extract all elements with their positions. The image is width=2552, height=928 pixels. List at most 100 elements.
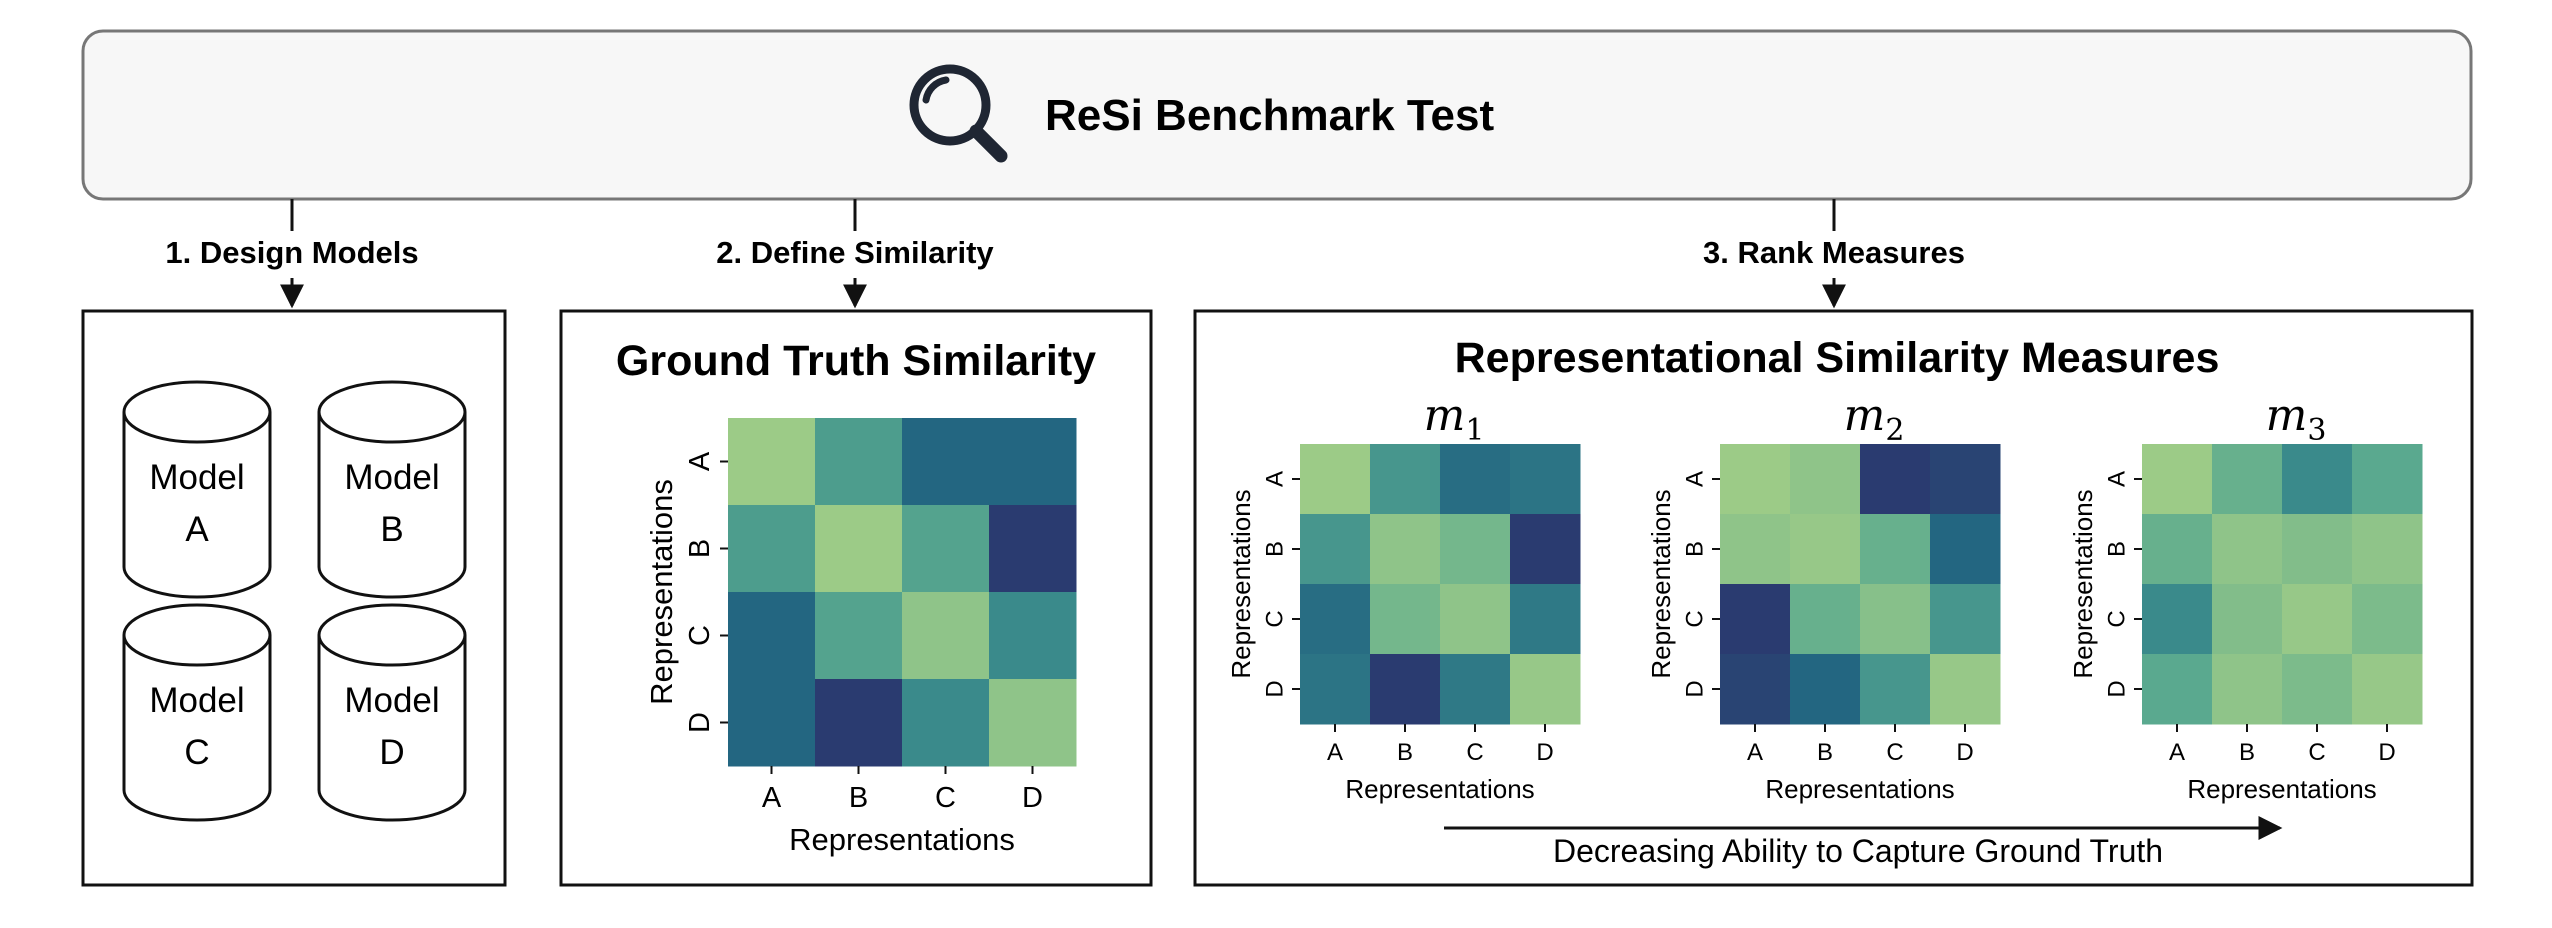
heatmap-cell — [2142, 444, 2213, 515]
y-tick-label: A — [2103, 471, 2130, 487]
y-tick-label: C — [2103, 610, 2130, 627]
heatmap-cell — [1510, 584, 1581, 655]
y-axis-label: Representations — [2068, 489, 2098, 678]
y-tick-label: A — [1261, 471, 1288, 487]
heatmap-cell — [2352, 444, 2423, 515]
y-tick-label: C — [1261, 610, 1288, 627]
x-tick-label: B — [1817, 739, 1833, 766]
heatmap-cell — [2282, 514, 2353, 585]
model-cylinder: Model D — [317, 603, 467, 822]
model-label-line1: Model — [344, 681, 439, 720]
heatmap-cell — [1790, 584, 1861, 655]
x-tick-label: D — [2378, 739, 2395, 766]
y-tick-label: C — [1681, 610, 1708, 627]
x-tick-label: A — [1747, 739, 1763, 766]
x-tick-label: C — [935, 782, 956, 814]
y-tick-label: A — [1681, 471, 1708, 487]
heatmap-cell — [1790, 444, 1861, 515]
heatmap-cell — [2282, 654, 2353, 725]
model-label-line2: A — [185, 510, 209, 549]
measure-title: m1 — [1424, 390, 1485, 448]
heatmap-cell — [1720, 584, 1791, 655]
heatmap-cell — [815, 418, 903, 506]
y-axis-label: Representations — [1226, 489, 1256, 678]
heatmap-cell — [902, 592, 990, 680]
heatmap-cell — [1860, 444, 1931, 515]
y-tick-label: B — [2103, 541, 2130, 557]
heatmap-cell — [2212, 514, 2283, 585]
model-cylinder: Model B — [317, 380, 467, 599]
magnifier-icon — [909, 64, 1008, 163]
heatmap-cell — [1720, 444, 1791, 515]
heatmap-cell — [2282, 444, 2353, 515]
measure-title: m3 — [2266, 390, 2327, 448]
heatmap-cell — [1440, 654, 1511, 725]
model-cylinder: Model A — [122, 380, 272, 599]
heatmap-cell — [2142, 584, 2213, 655]
model-label-line1: Model — [344, 458, 439, 497]
model-label-line2: C — [184, 733, 209, 772]
measures-panel-title: Representational Similarity Measures — [1455, 334, 2220, 382]
heatmap-cell — [1720, 654, 1791, 725]
heatmap-cell — [728, 679, 816, 767]
x-tick-label: C — [1886, 739, 1903, 766]
heatmap-cell — [989, 592, 1077, 680]
y-tick-label: B — [684, 539, 716, 558]
y-tick-label: D — [1681, 680, 1708, 697]
decreasing-ability-caption: Decreasing Ability to Capture Ground Tru… — [1553, 833, 2163, 869]
heatmap-cell — [1440, 584, 1511, 655]
heatmap-cell — [1370, 654, 1441, 725]
heatmap-cell — [902, 505, 990, 593]
heatmap-cell — [902, 418, 990, 506]
heatmap-cell — [1790, 654, 1861, 725]
model-cylinder: Model C — [122, 603, 272, 822]
heatmap-cell — [1370, 584, 1441, 655]
model-label-line1: Model — [149, 458, 244, 497]
measure-title: m2 — [1844, 390, 1905, 448]
heatmap-cell — [1440, 444, 1511, 515]
heatmap-cell — [2142, 654, 2213, 725]
heatmap-cell — [1860, 584, 1931, 655]
y-tick-label: C — [684, 625, 716, 646]
heatmap-cell — [2282, 584, 2353, 655]
x-axis-label: Representations — [1765, 774, 1954, 804]
heatmap-cell — [1860, 514, 1931, 585]
model-label-line1: Model — [149, 681, 244, 720]
x-tick-label: C — [2308, 739, 2325, 766]
y-axis-label: Representations — [1646, 489, 1676, 678]
heatmap-cell — [815, 679, 903, 767]
x-axis-label: Representations — [1345, 774, 1534, 804]
heatmap-cell — [1440, 514, 1511, 585]
heatmap-cell — [902, 679, 990, 767]
heatmap-cell — [1930, 514, 2001, 585]
heatmap-cell — [1300, 444, 1371, 515]
x-tick-label: D — [1022, 782, 1043, 814]
heatmap-cell — [2212, 444, 2283, 515]
x-axis-label: Representations — [2187, 774, 2376, 804]
heatmap-cell — [728, 592, 816, 680]
x-axis-label: Representations — [789, 822, 1015, 857]
x-tick-label: A — [762, 782, 782, 814]
heatmap-cell — [1930, 584, 2001, 655]
y-tick-label: D — [2103, 680, 2130, 697]
step-1-label: 1. Design Models — [165, 235, 418, 270]
heatmap-cell — [1370, 444, 1441, 515]
heatmap-cell — [1300, 514, 1371, 585]
heatmap-cell — [989, 679, 1077, 767]
heatmap-cell — [1510, 444, 1581, 515]
heatmap-cell — [1300, 584, 1371, 655]
heatmap-cell — [1860, 654, 1931, 725]
y-tick-label: A — [684, 451, 716, 471]
heatmap-cell — [728, 418, 816, 506]
heatmap-cell — [2212, 584, 2283, 655]
y-axis-label: Representations — [644, 479, 679, 705]
x-tick-label: D — [1536, 739, 1553, 766]
x-tick-label: D — [1956, 739, 1973, 766]
x-tick-label: B — [1397, 739, 1413, 766]
header-title: ReSi Benchmark Test — [1045, 91, 1494, 140]
step-2-label: 2. Define Similarity — [716, 235, 994, 270]
heatmap-cell — [815, 592, 903, 680]
